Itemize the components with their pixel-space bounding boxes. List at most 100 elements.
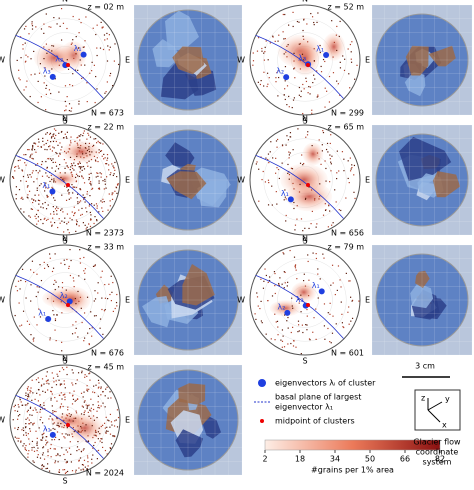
grain — [73, 57, 75, 60]
grain — [315, 253, 317, 255]
grain — [333, 41, 335, 44]
grain — [25, 444, 27, 447]
grain — [75, 471, 77, 473]
grain — [86, 226, 88, 228]
grain — [20, 197, 22, 200]
grain — [306, 134, 309, 136]
grain — [73, 206, 75, 208]
grain — [43, 267, 46, 269]
grain — [71, 42, 73, 44]
grain — [64, 387, 66, 389]
grain — [82, 422, 84, 424]
grain — [54, 396, 56, 399]
grain — [265, 40, 267, 42]
grain — [300, 311, 302, 313]
grain — [88, 343, 90, 345]
grain — [103, 200, 105, 203]
grain — [312, 81, 314, 84]
grain — [301, 324, 304, 326]
grain — [25, 432, 27, 434]
grain — [77, 146, 79, 149]
grain — [92, 447, 94, 449]
eigenvector — [49, 188, 56, 195]
grain — [47, 449, 49, 451]
grain — [32, 409, 34, 411]
grain — [302, 230, 304, 232]
grain — [72, 394, 74, 396]
grain — [331, 332, 334, 334]
grain — [18, 406, 20, 408]
grain — [45, 182, 47, 184]
grain — [83, 168, 86, 170]
lambda-label: λ₁ — [43, 424, 51, 433]
grain — [71, 403, 74, 405]
grain — [293, 188, 295, 190]
grain — [109, 72, 112, 75]
basal-plane — [255, 34, 344, 99]
grain — [59, 25, 61, 27]
grain — [41, 439, 43, 441]
cluster-midpoint — [306, 183, 310, 187]
grain — [46, 175, 48, 177]
grain — [316, 21, 318, 24]
grain — [337, 265, 340, 267]
grain — [106, 38, 108, 40]
grain — [65, 109, 67, 111]
grain — [283, 271, 285, 273]
grain — [81, 169, 83, 171]
grain — [276, 203, 278, 205]
grain — [85, 16, 87, 18]
grain — [46, 196, 49, 198]
grain — [27, 197, 29, 199]
grain — [27, 417, 29, 419]
grain — [89, 328, 91, 330]
grain — [92, 27, 94, 29]
grain — [77, 163, 79, 165]
grain — [25, 297, 27, 299]
grain — [35, 169, 37, 172]
grain — [111, 198, 114, 200]
grain — [342, 55, 344, 57]
grain — [31, 260, 34, 262]
grain — [28, 423, 30, 425]
grain — [335, 323, 337, 325]
grain — [91, 203, 93, 205]
grain — [53, 211, 55, 213]
grain — [89, 136, 92, 138]
count-label: N = 2373 — [86, 229, 124, 238]
grain — [303, 162, 305, 165]
grain — [111, 192, 113, 194]
direction-label: N — [62, 355, 68, 364]
grain — [307, 260, 309, 263]
grain — [31, 25, 34, 27]
grain — [74, 429, 77, 431]
grain — [101, 441, 103, 444]
grain — [114, 169, 116, 171]
grain — [24, 42, 26, 44]
grain — [106, 426, 108, 428]
grain — [36, 273, 38, 275]
grain — [33, 446, 35, 449]
grain — [84, 196, 86, 199]
grain — [69, 415, 71, 418]
grain — [289, 136, 291, 138]
grain — [87, 440, 90, 443]
grain — [78, 161, 81, 163]
grain — [81, 427, 83, 429]
grain — [349, 43, 351, 46]
grain — [74, 400, 76, 402]
grain — [51, 405, 53, 407]
grain — [303, 18, 305, 20]
grain — [256, 161, 258, 163]
grain — [60, 8, 63, 10]
grain — [54, 319, 57, 322]
grain — [94, 429, 97, 432]
grain — [72, 73, 74, 75]
grain — [296, 205, 298, 207]
grain — [80, 469, 82, 471]
grain — [102, 48, 105, 51]
grain — [53, 147, 55, 149]
grain — [276, 167, 278, 169]
grain — [48, 49, 50, 51]
grain — [266, 85, 268, 88]
